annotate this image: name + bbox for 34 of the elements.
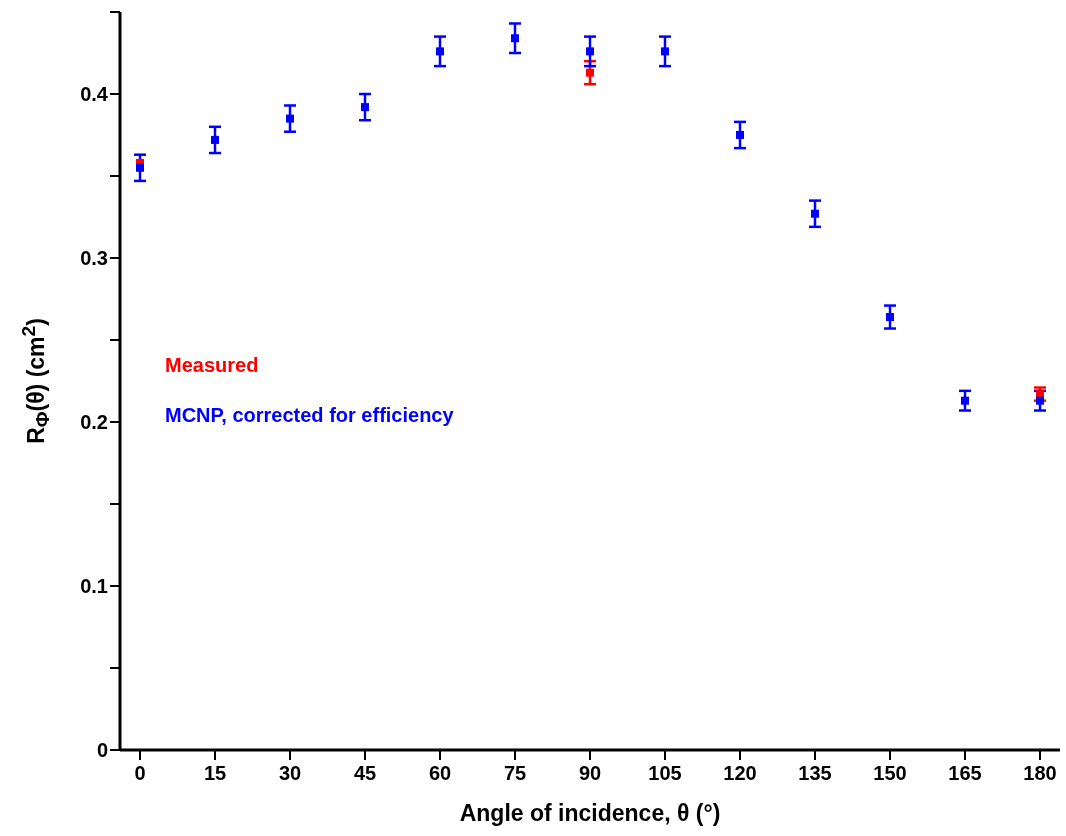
point [136,163,144,172]
x-tick-label: 165 [948,762,982,785]
x-tick-label: 105 [648,762,682,785]
y-tick-label: 0 [96,739,108,762]
point [736,131,744,139]
y-tick-label: 0.2 [80,411,108,434]
text: Measured [165,353,260,378]
point [886,313,894,322]
x-axis-title: Angle of incidence, θ (°) [458,800,722,827]
x-tick-label: 30 [278,762,302,785]
y-tick-label: 0.4 [80,83,109,106]
point [361,103,369,112]
x-tick-label: 75 [503,762,527,785]
y-tick-label: 0.3 [80,247,108,270]
x-tick-label: 60 [428,762,452,785]
x-tick-label: 150 [873,762,907,785]
x-tick-label: 135 [798,762,832,785]
x-tick-label: 90 [578,762,602,785]
x-tick-label: 15 [203,762,227,785]
x-tick-label: 180 [1023,762,1057,785]
y-tick-label: 0.1 [80,575,108,598]
point [586,68,594,77]
point [436,47,444,56]
point [586,47,594,56]
point [511,34,519,43]
point [211,135,219,144]
point [661,47,669,56]
point [961,396,969,405]
text: MCNP, corrected for efficiency [165,403,454,428]
x-tick-label: 120 [723,762,757,785]
x-tick-label: 45 [353,762,377,785]
point [286,114,294,123]
point [811,209,819,218]
x-tick-label: 0 [134,762,146,785]
